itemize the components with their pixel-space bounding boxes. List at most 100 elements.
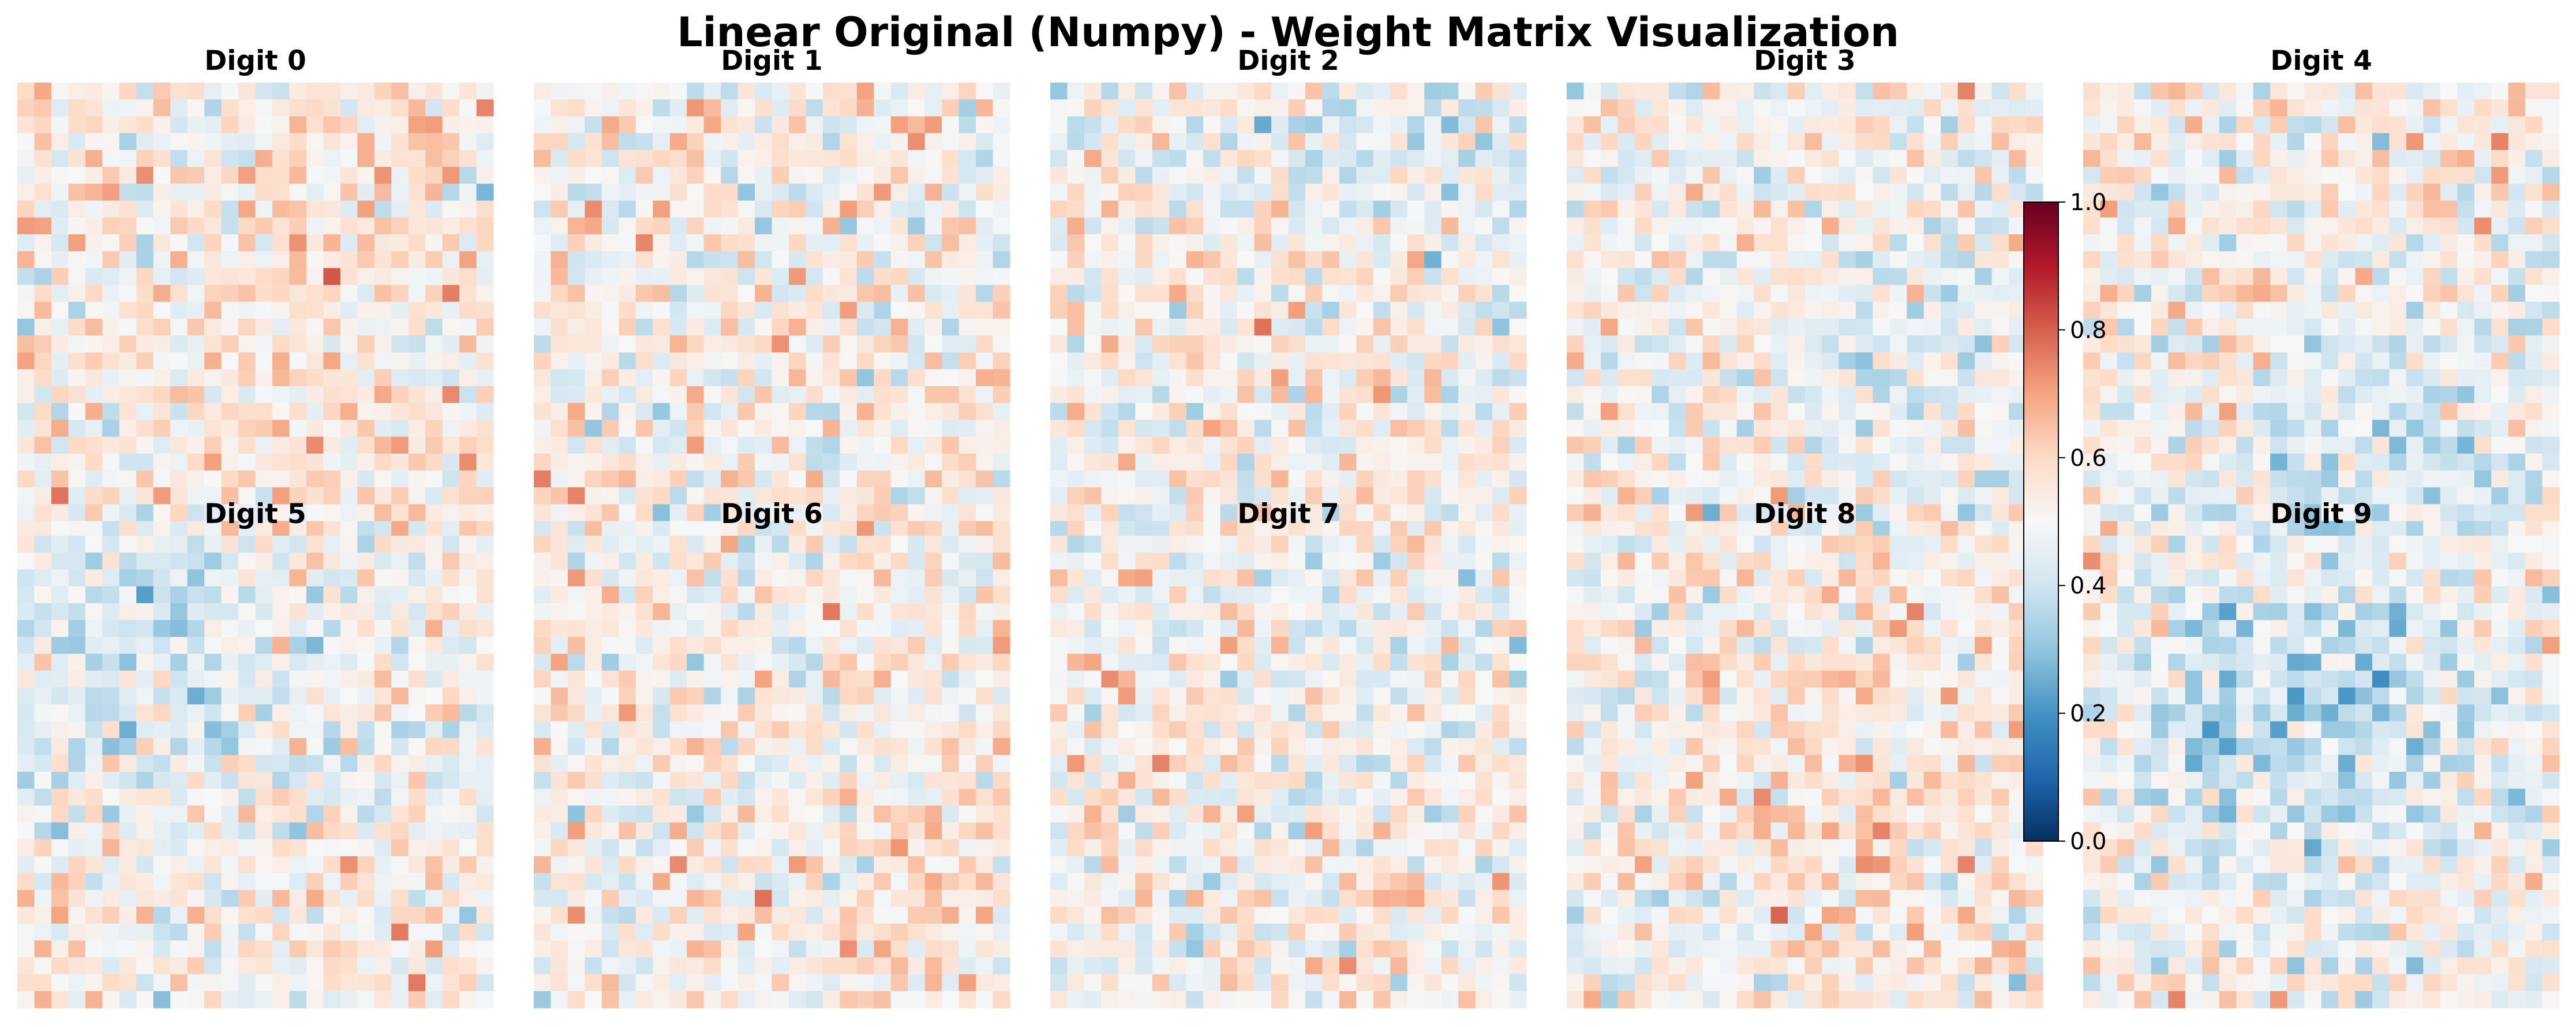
heatmap-cell (221, 586, 239, 604)
heatmap-cell (567, 569, 585, 587)
heatmap-cell (272, 957, 290, 975)
heatmap-cell (2508, 217, 2526, 235)
heatmap-cell (1356, 521, 1374, 539)
heatmap-cell (1839, 217, 1856, 235)
heatmap-cell (601, 167, 619, 184)
heatmap-cell (1788, 99, 1806, 117)
heatmap-cell (306, 217, 324, 235)
heatmap-cell (85, 184, 103, 201)
heatmap-cell (2100, 251, 2118, 268)
heatmap-cell (1855, 99, 1873, 117)
heatmap-cell (1668, 335, 1686, 353)
heatmap-cell (942, 319, 960, 336)
heatmap-cell (17, 704, 35, 722)
heatmap-cell (1567, 436, 1585, 454)
heatmap-cell (890, 150, 908, 167)
heatmap-cell (737, 369, 755, 387)
heatmap-cell (1322, 234, 1340, 252)
heatmap-cell (2491, 420, 2509, 438)
heatmap-cell (221, 386, 239, 404)
heatmap-cell (721, 234, 739, 252)
heatmap-cell (601, 234, 619, 252)
heatmap-cell (976, 234, 994, 252)
heatmap-cell (976, 217, 994, 235)
heatmap-cell (1941, 521, 1959, 539)
heatmap-cell (34, 789, 52, 806)
heatmap-cell (153, 99, 171, 117)
heatmap-cell (890, 487, 908, 505)
heatmap-cell (976, 687, 994, 705)
heatmap-cell (1957, 487, 1975, 505)
heatmap-cell (425, 268, 443, 286)
heatmap-cell (1668, 116, 1686, 134)
heatmap-cell (306, 856, 324, 873)
heatmap-cell (1839, 251, 1856, 268)
heatmap-cell (1804, 504, 1822, 522)
heatmap-cell (2083, 386, 2101, 404)
heatmap-cell (585, 436, 602, 454)
heatmap-cell (204, 805, 222, 823)
heatmap-cell (2508, 133, 2526, 151)
heatmap-cell (1339, 436, 1357, 454)
heatmap-cell (737, 453, 755, 471)
heatmap-cell (1583, 133, 1601, 151)
heatmap-cell (2151, 150, 2169, 167)
heatmap-cell (1067, 521, 1085, 539)
heatmap-cell (238, 386, 256, 404)
heatmap-cell (1288, 301, 1306, 319)
heatmap-cell (204, 940, 222, 958)
heatmap-cell (2457, 521, 2475, 539)
heatmap-cell (1050, 504, 1068, 522)
heatmap-cell (289, 352, 307, 370)
heatmap-cell (2253, 386, 2271, 404)
heatmap-cell (1839, 436, 1856, 454)
heatmap-cell (51, 822, 69, 840)
heatmap-cell (1736, 217, 1754, 235)
heatmap-cell (976, 637, 994, 655)
heatmap-cell (653, 268, 671, 286)
heatmap-cell (323, 772, 341, 789)
heatmap-cell (1873, 133, 1890, 151)
heatmap-cell (289, 335, 307, 353)
heatmap-cell (374, 923, 392, 941)
heatmap-cell (1373, 403, 1391, 420)
heatmap-cell (408, 184, 426, 201)
heatmap-cell (1839, 285, 1856, 303)
heatmap-cell (856, 687, 874, 705)
heatmap-cell (2219, 504, 2237, 522)
heatmap-cell (653, 569, 671, 587)
heatmap-cell (221, 403, 239, 420)
heatmap-cell (1271, 403, 1289, 420)
heatmap-cell (1702, 470, 1720, 488)
heatmap-cell (1271, 116, 1289, 134)
heatmap-cell (2542, 285, 2560, 303)
heatmap-cell (2117, 301, 2135, 319)
heatmap-cell (1101, 301, 1119, 319)
heatmap-cell (1135, 453, 1153, 471)
heatmap-cell (170, 133, 188, 151)
heatmap-cell (51, 116, 69, 134)
heatmap-cell (119, 923, 137, 941)
heatmap-cell (788, 687, 807, 705)
heatmap-cell (2457, 436, 2475, 454)
heatmap-cell (221, 552, 239, 570)
heatmap-cell (221, 301, 239, 319)
heatmap-cell (102, 789, 120, 806)
heatmap-cell (187, 217, 205, 235)
heatmap-cell (102, 957, 120, 975)
heatmap-cell (306, 487, 324, 505)
heatmap-cell (601, 603, 619, 621)
heatmap-cell (68, 133, 86, 151)
heatmap-cell (874, 586, 892, 604)
heatmap-cell (408, 285, 426, 303)
heatmap-cell (2321, 268, 2339, 286)
heatmap-cell (1839, 335, 1856, 353)
heatmap-cell (1509, 319, 1527, 336)
heatmap-cell (2202, 268, 2220, 286)
heatmap-cell (1668, 268, 1686, 286)
heatmap-cell (1220, 352, 1238, 370)
heatmap-cell (238, 923, 256, 941)
heatmap-cell (1889, 386, 1907, 404)
heatmap-cell (1509, 184, 1527, 201)
heatmap-cell (687, 403, 705, 420)
